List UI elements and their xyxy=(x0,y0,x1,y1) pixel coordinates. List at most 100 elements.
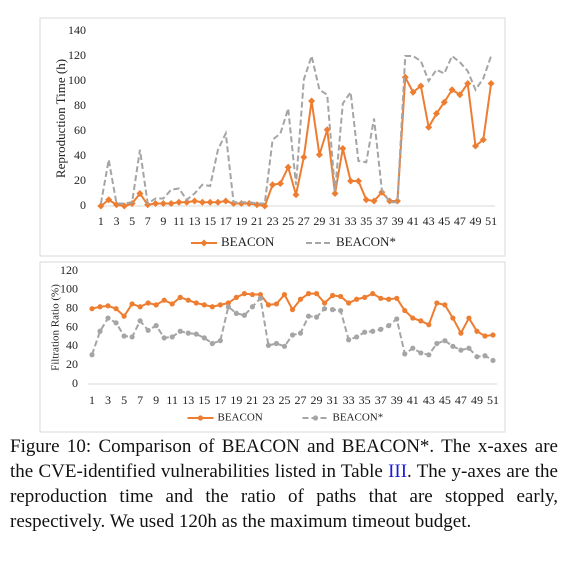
x-tick-label: 11 xyxy=(173,214,185,228)
marker xyxy=(401,73,409,81)
marker xyxy=(276,180,284,187)
x-tick-label: 23 xyxy=(267,214,279,228)
marker xyxy=(185,330,191,336)
x-tick-label: 9 xyxy=(160,214,166,228)
table-ref[interactable]: III xyxy=(388,461,408,482)
y-tick-label: 40 xyxy=(66,338,78,352)
y-tick-label: 40 xyxy=(74,148,86,162)
x-tick-label: 29 xyxy=(313,214,325,228)
marker xyxy=(308,97,316,105)
marker xyxy=(145,300,151,306)
marker xyxy=(354,296,360,302)
marker xyxy=(487,80,495,87)
marker xyxy=(289,307,296,313)
marker xyxy=(434,340,440,347)
marker xyxy=(201,302,207,308)
marker xyxy=(193,300,199,306)
marker xyxy=(89,306,95,312)
marker xyxy=(305,291,312,297)
chart-border xyxy=(39,261,506,433)
caption-text: . The y-axes are the reproduction time a… xyxy=(10,461,558,532)
legend-label: BEACON xyxy=(218,412,263,424)
x-tick-label: 27 xyxy=(295,393,307,407)
legend-label: BEACON* xyxy=(336,234,396,249)
marker xyxy=(313,291,320,297)
marker xyxy=(448,86,456,94)
x-tick-label: 45 xyxy=(438,214,450,228)
marker xyxy=(458,347,464,353)
x-tick-label: 43 xyxy=(423,214,435,228)
marker xyxy=(331,190,339,197)
marker xyxy=(193,331,199,337)
marker xyxy=(418,350,424,356)
marker xyxy=(442,338,448,344)
marker xyxy=(394,316,400,322)
marker xyxy=(466,345,472,351)
marker xyxy=(265,342,272,348)
x-tick-label: 35 xyxy=(360,214,372,228)
x-tick-label: 41 xyxy=(407,214,419,228)
marker xyxy=(89,352,95,358)
marker xyxy=(338,293,344,300)
marker xyxy=(137,318,143,324)
marker xyxy=(113,306,119,312)
x-tick-label: 35 xyxy=(359,393,371,407)
x-tick-label: 39 xyxy=(391,393,403,407)
x-tick-label: 31 xyxy=(329,214,341,228)
marker xyxy=(159,200,167,207)
x-tick-label: 13 xyxy=(189,214,201,228)
marker xyxy=(169,334,175,340)
marker xyxy=(426,352,432,358)
marker xyxy=(386,296,392,302)
x-tick-label: 7 xyxy=(145,214,151,228)
x-tick-label: 39 xyxy=(391,214,403,228)
x-tick-label: 51 xyxy=(485,214,497,228)
marker xyxy=(362,294,368,300)
series-line xyxy=(100,73,493,208)
y-axis-title: Reproduction Time (h) xyxy=(53,59,68,178)
marker xyxy=(370,328,376,334)
marker xyxy=(410,345,416,351)
marker xyxy=(241,291,247,297)
marker xyxy=(409,88,417,96)
legend-label: BEACON* xyxy=(333,412,384,424)
marker xyxy=(105,303,111,309)
y-tick-label: 100 xyxy=(60,282,78,296)
x-tick-label: 1 xyxy=(98,214,104,228)
marker xyxy=(269,181,277,189)
marker xyxy=(185,297,191,303)
marker xyxy=(425,123,433,131)
marker xyxy=(305,313,312,319)
marker xyxy=(201,335,207,341)
x-tick-label: 5 xyxy=(121,393,127,407)
y-tick-label: 140 xyxy=(68,23,86,37)
marker xyxy=(432,110,440,117)
marker xyxy=(97,202,105,210)
x-tick-label: 17 xyxy=(214,393,226,407)
marker xyxy=(490,357,496,364)
y-tick-label: 0 xyxy=(72,376,78,390)
x-tick-label: 3 xyxy=(114,214,120,228)
marker xyxy=(233,310,239,316)
marker xyxy=(482,353,488,359)
marker xyxy=(129,334,135,340)
marker xyxy=(354,177,362,185)
marker xyxy=(222,197,230,205)
marker xyxy=(121,313,127,319)
marker xyxy=(440,98,448,106)
marker xyxy=(442,302,448,308)
marker xyxy=(339,145,347,152)
x-tick-label: 45 xyxy=(439,393,451,407)
marker xyxy=(97,328,103,334)
x-tick-label: 51 xyxy=(487,393,499,407)
marker xyxy=(458,330,464,336)
marker xyxy=(347,177,355,185)
marker xyxy=(214,198,222,206)
x-tick-label: 21 xyxy=(251,214,263,228)
marker xyxy=(198,198,206,206)
marker xyxy=(249,304,256,310)
x-tick-label: 11 xyxy=(166,393,178,407)
x-tick-label: 37 xyxy=(375,393,387,407)
